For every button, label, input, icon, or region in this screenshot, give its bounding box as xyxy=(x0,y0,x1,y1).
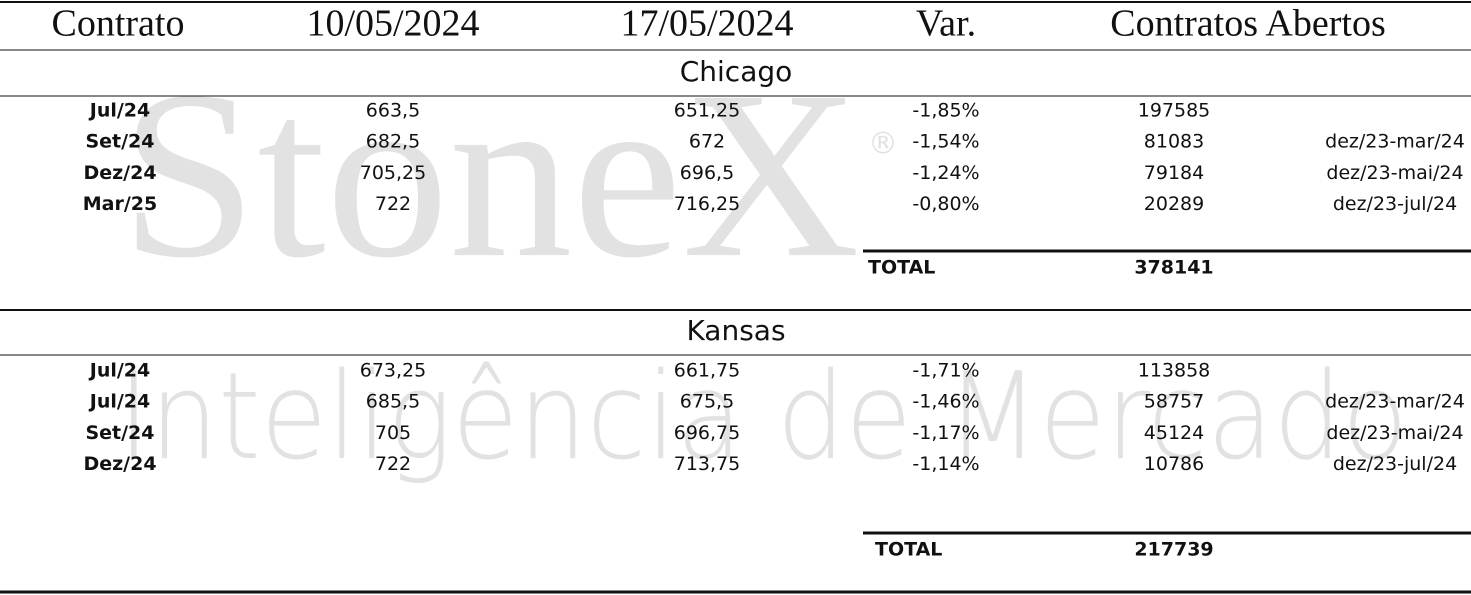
watermark-tagline: Inteligência de Mercado xyxy=(118,348,1408,487)
cell-price1: 705 xyxy=(375,422,411,444)
cell-open: 81083 xyxy=(1144,131,1204,153)
section-title: Chicago xyxy=(680,55,793,88)
cell-open: 45124 xyxy=(1144,422,1204,444)
cell-var: -1,14% xyxy=(912,453,979,475)
cell-contract: Jul/24 xyxy=(88,100,151,122)
cell-price2: 716,25 xyxy=(674,193,740,215)
cell-price2: 675,5 xyxy=(680,391,734,413)
cell-price2: 661,75 xyxy=(674,360,740,382)
cell-open: 20289 xyxy=(1144,193,1204,215)
cell-var: -1,46% xyxy=(912,391,979,413)
cell-var: -0,80% xyxy=(912,193,979,215)
watermark-registered: ® xyxy=(868,127,898,162)
cell-period: dez/23-jul/24 xyxy=(1333,453,1457,475)
cell-price1: 722 xyxy=(375,453,411,475)
cell-price2: 713,75 xyxy=(674,453,740,475)
section-title: Kansas xyxy=(686,314,785,347)
cell-price2: 696,75 xyxy=(674,422,740,444)
cell-open: 10786 xyxy=(1144,453,1204,475)
cell-contract: Dez/24 xyxy=(83,453,156,475)
header-cell: Contrato xyxy=(52,3,185,45)
cell-period: dez/23-mai/24 xyxy=(1326,422,1463,444)
cell-var: -1,71% xyxy=(912,360,979,382)
cell-var: -1,24% xyxy=(912,162,979,184)
header-cell: 10/05/2024 xyxy=(306,3,479,45)
cell-contract: Set/24 xyxy=(85,131,154,153)
cell-contract: Jul/24 xyxy=(88,360,151,382)
total-label: TOTAL xyxy=(875,539,942,561)
cell-price1: 673,25 xyxy=(360,360,426,382)
cell-contract: Mar/25 xyxy=(83,193,157,215)
cell-open: 197585 xyxy=(1138,100,1211,122)
cell-price1: 685,5 xyxy=(366,391,420,413)
cell-period: dez/23-mar/24 xyxy=(1325,391,1465,413)
cell-price1: 722 xyxy=(375,193,411,215)
cell-contract: Jul/24 xyxy=(88,391,151,413)
header-cell: 17/05/2024 xyxy=(620,3,793,45)
header-cell: Contratos Abertos xyxy=(1110,3,1385,45)
cell-price1: 682,5 xyxy=(366,131,420,153)
cell-period: dez/23-mai/24 xyxy=(1326,162,1463,184)
cell-open: 58757 xyxy=(1144,391,1204,413)
header-cell: Var. xyxy=(916,3,976,45)
cell-open: 79184 xyxy=(1144,162,1204,184)
cell-price1: 663,5 xyxy=(366,100,420,122)
total-value: 378141 xyxy=(1134,257,1213,279)
total-value: 217739 xyxy=(1134,539,1213,561)
cell-period: dez/23-mar/24 xyxy=(1325,131,1465,153)
cell-period: dez/23-jul/24 xyxy=(1333,193,1457,215)
cell-var: -1,17% xyxy=(912,422,979,444)
total-label: TOTAL xyxy=(868,257,935,279)
cell-price2: 651,25 xyxy=(674,100,740,122)
cell-contract: Dez/24 xyxy=(83,162,156,184)
cell-var: -1,54% xyxy=(912,131,979,153)
watermark-brand: StoneX xyxy=(120,41,860,307)
cell-contract: Set/24 xyxy=(85,422,154,444)
cell-price1: 705,25 xyxy=(360,162,426,184)
cell-price2: 696,5 xyxy=(680,162,734,184)
cell-var: -1,85% xyxy=(912,100,979,122)
cell-price2: 672 xyxy=(689,131,725,153)
cell-open: 113858 xyxy=(1138,360,1211,382)
